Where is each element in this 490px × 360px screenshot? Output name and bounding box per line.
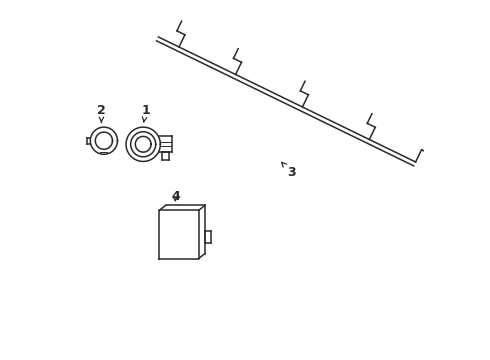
Text: 4: 4 <box>171 190 180 203</box>
Text: 1: 1 <box>141 104 150 122</box>
Text: 2: 2 <box>97 104 106 122</box>
Text: 3: 3 <box>282 162 296 179</box>
